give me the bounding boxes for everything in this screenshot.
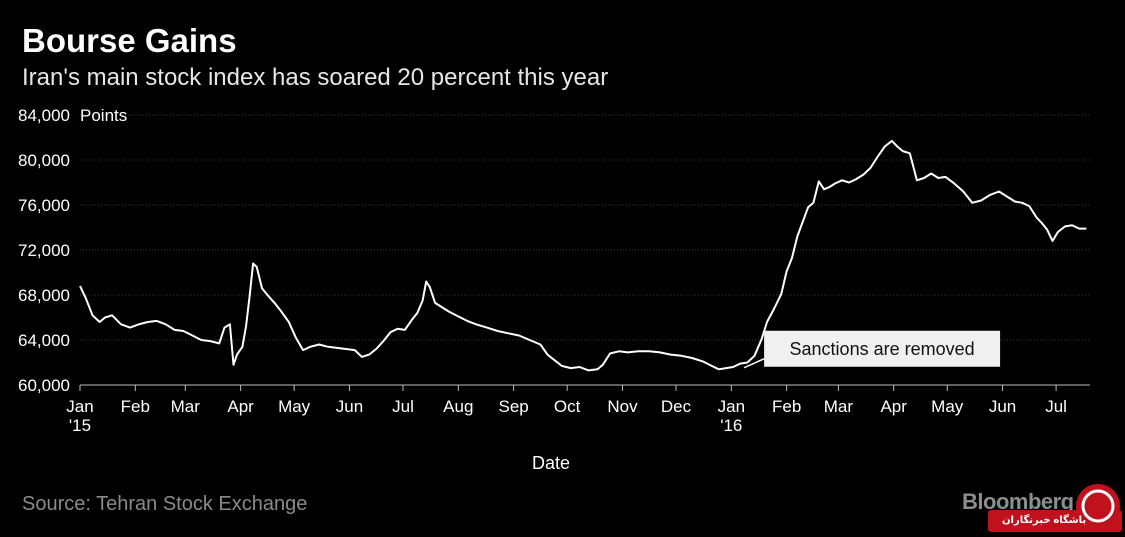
y-tick-label: 72,000	[18, 241, 70, 260]
y-tick-label: 64,000	[18, 331, 70, 350]
page-title: Bourse Gains	[22, 22, 237, 59]
annotation-leader	[743, 358, 765, 369]
x-tick-label: Jun	[336, 397, 363, 416]
page-subtitle: Iran's main stock index has soared 20 pe…	[22, 64, 609, 91]
x-tick-label: Apr	[227, 397, 254, 416]
y-tick-label: 60,000	[18, 376, 70, 395]
grid-layer	[80, 114, 1090, 386]
x-tick-label: May	[931, 397, 964, 416]
watermark-emblem-ring	[1081, 489, 1115, 523]
x-tick-label: Aug	[443, 397, 473, 416]
watermark-badge	[988, 484, 1122, 532]
x-tick-label: May	[278, 397, 311, 416]
x-tick-label: Jan	[66, 397, 93, 416]
brand-logo: Bloomberg	[962, 489, 1074, 514]
y-tick-label: 84,000	[18, 106, 70, 125]
y-axis: 60,000 64,000 68,000 72,000 76,000 80,000 84,0…	[18, 106, 70, 395]
series-line-stock-index	[79, 139, 1087, 372]
x-tick-sublabel: '15	[69, 416, 91, 435]
x-tick-label: Mar	[171, 397, 201, 416]
x-tick-label: Feb	[772, 397, 801, 416]
x-tick-label: Sep	[498, 397, 528, 416]
x-tick-label: Jul	[392, 397, 414, 416]
annotation-box	[764, 330, 1001, 367]
annotation-text: Sanctions are removed	[790, 339, 975, 359]
x-tick-label: Feb	[121, 397, 150, 416]
x-tick-label: Jul	[1045, 397, 1067, 416]
watermark-text: باشگاه خبرنگاران	[1002, 515, 1087, 526]
x-tick-sublabel: '16	[720, 416, 742, 435]
x-tick-label: Apr	[880, 397, 907, 416]
x-tick-label: Oct	[554, 397, 581, 416]
x-tick-label: Dec	[661, 397, 692, 416]
x-tick-label: Jan	[718, 397, 745, 416]
annotation-layer: Sanctions are removed	[743, 330, 1001, 369]
y-tick-label: 80,000	[18, 151, 70, 170]
x-tick-label: Nov	[607, 397, 638, 416]
x-tick-label: Mar	[824, 397, 854, 416]
source-note: Source: Tehran Stock Exchange	[22, 493, 308, 515]
y-tick-label: 76,000	[18, 196, 70, 215]
y-unit-label: Points	[80, 106, 127, 125]
x-axis-title: Date	[532, 453, 570, 473]
x-tick-label: Jun	[989, 397, 1016, 416]
y-tick-label: 68,000	[18, 286, 70, 305]
